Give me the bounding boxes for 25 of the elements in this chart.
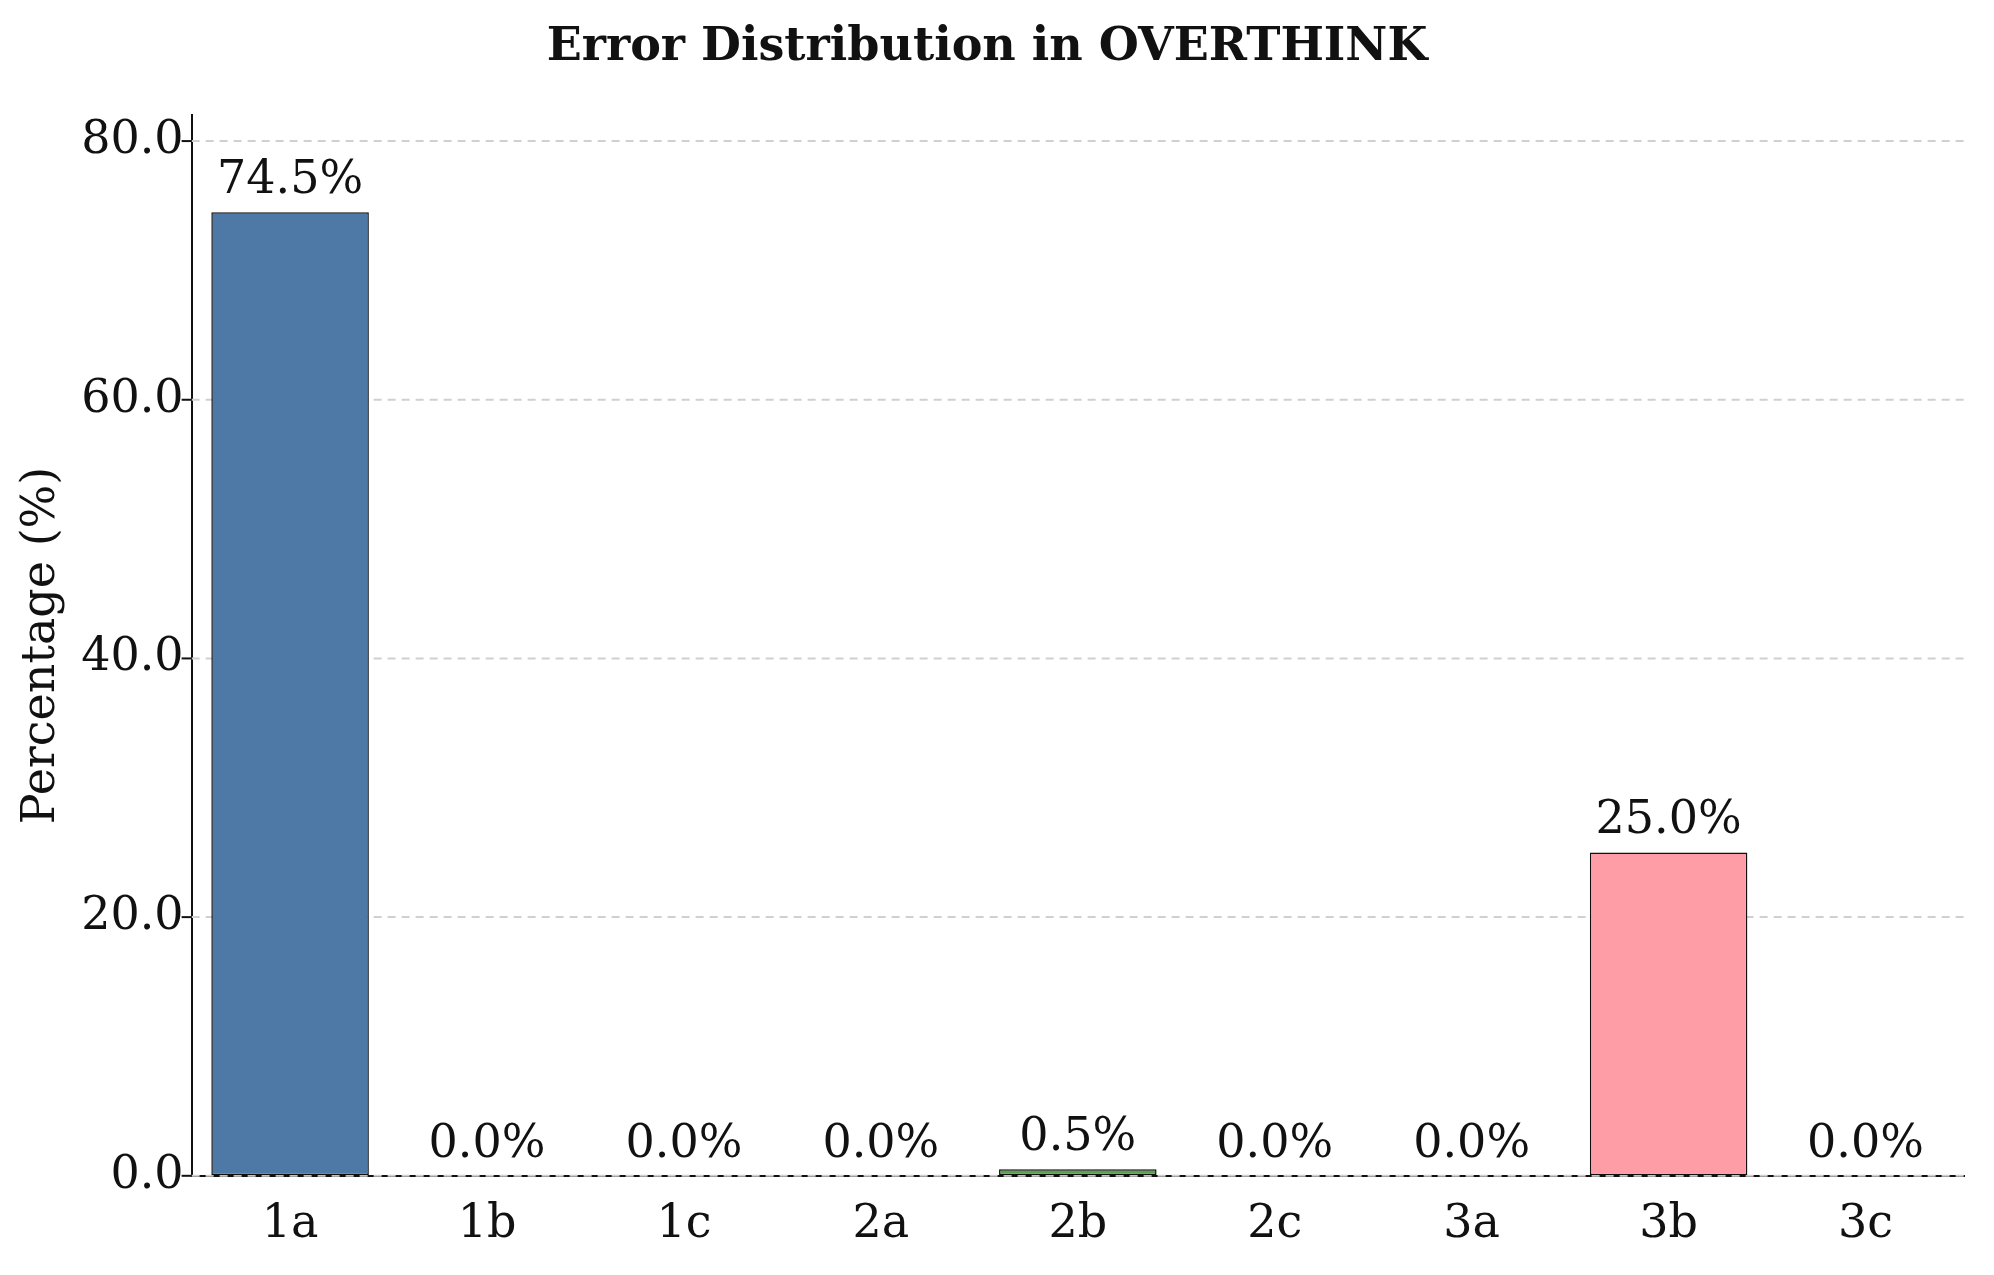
x-tick-label: 1b: [457, 1194, 517, 1249]
y-axis-title: Percentage (%): [10, 466, 65, 825]
y-tick-label: 20.0: [81, 886, 184, 941]
data-label: 25.0%: [1595, 790, 1742, 845]
x-tick-label: 2c: [1247, 1194, 1303, 1249]
data-label: 0.5%: [1019, 1107, 1137, 1162]
data-label: 0.0%: [428, 1113, 546, 1168]
y-tick-label: 0.0: [110, 1144, 184, 1199]
data-label: 0.0%: [1807, 1113, 1924, 1168]
y-tick-label: 60.0: [81, 368, 184, 423]
chart-title: Error Distribution in OVERTHINK: [546, 16, 1430, 71]
data-label: 0.0%: [1413, 1113, 1531, 1168]
y-tick-label: 80.0: [81, 110, 184, 165]
x-tick-label: 3b: [1639, 1194, 1698, 1249]
x-tick-label: 1c: [656, 1194, 712, 1249]
y-tick-label: 40.0: [81, 627, 184, 682]
data-label: 0.0%: [625, 1113, 743, 1168]
x-tick-label: 2a: [852, 1194, 910, 1249]
x-tick-label: 1a: [261, 1194, 319, 1249]
x-tick-label: 2b: [1048, 1194, 1108, 1249]
x-tick-label: 3a: [1443, 1194, 1501, 1249]
data-label: 74.5%: [217, 150, 364, 205]
x-tick-label: 3c: [1838, 1194, 1894, 1249]
data-label: 0.0%: [822, 1113, 940, 1168]
data-label: 0.0%: [1216, 1113, 1334, 1168]
